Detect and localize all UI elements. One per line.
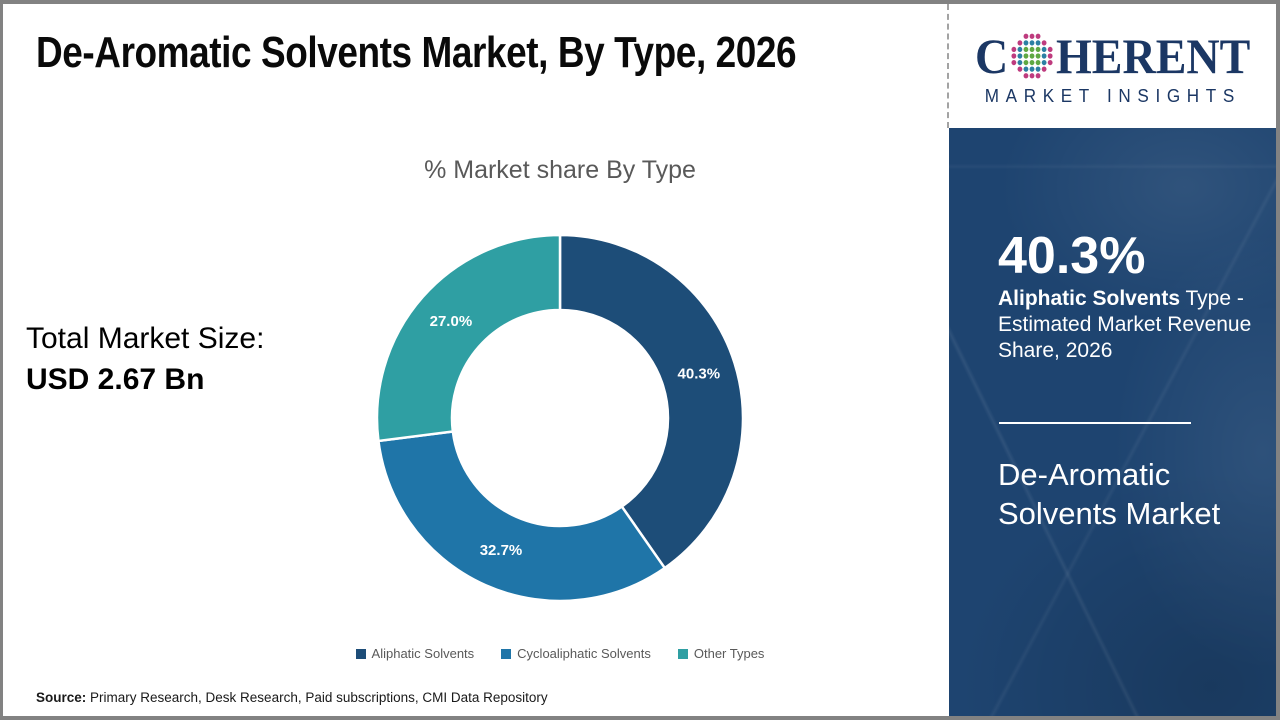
globe-dot bbox=[1035, 53, 1041, 59]
globe-dot bbox=[1029, 66, 1035, 72]
source-text: Primary Research, Desk Research, Paid su… bbox=[86, 690, 548, 705]
globe-dot bbox=[1011, 59, 1017, 66]
stat-label-rest: Type - Estimated Market Revenue Share, 2… bbox=[998, 287, 1252, 362]
globe-dot bbox=[1035, 40, 1041, 46]
legend-swatch-0 bbox=[355, 648, 366, 659]
logo-tagline: MARKET INSIGHTS bbox=[984, 86, 1241, 106]
globe-dot bbox=[1017, 59, 1023, 66]
globe-dot bbox=[1017, 40, 1023, 46]
page-title: De-Aromatic Solvents Market, By Type, 20… bbox=[36, 28, 797, 77]
legend-label-0: Aliphatic Solvents bbox=[371, 646, 475, 661]
globe-dot bbox=[1029, 33, 1035, 39]
donut-slice-0 bbox=[558, 233, 745, 570]
globe-dot bbox=[1017, 66, 1023, 72]
globe-dot bbox=[1023, 73, 1029, 79]
total-market-size-value: USD 2.67 Bn bbox=[26, 363, 205, 396]
legend-swatch-2 bbox=[677, 648, 688, 659]
market-name: De-Aromatic Solvents Market bbox=[998, 455, 1220, 533]
total-market-size: Total Market Size: USD 2.67 Bn bbox=[26, 318, 264, 400]
legend-item-2: Other Types bbox=[677, 646, 765, 661]
globe-dot bbox=[1041, 40, 1047, 46]
globe-icon bbox=[1011, 33, 1053, 79]
sidebar: 40.3% Aliphatic Solvents Type - Estimate… bbox=[949, 128, 1276, 716]
donut-label-1: 32.7% bbox=[480, 542, 523, 559]
donut-slice-2 bbox=[375, 233, 562, 443]
globe-dot bbox=[1047, 53, 1053, 59]
globe-dot bbox=[1041, 46, 1047, 53]
donut-label-0: 40.3% bbox=[678, 365, 721, 382]
globe-dot bbox=[1029, 73, 1035, 79]
globe-dot bbox=[1041, 66, 1047, 72]
logo-text-c: C bbox=[974, 28, 1009, 84]
globe-dot bbox=[1029, 46, 1035, 53]
globe-dot bbox=[1041, 53, 1047, 59]
donut-slice-1 bbox=[377, 430, 667, 603]
globe-dot bbox=[1023, 46, 1029, 53]
chart-title: % Market share By Type bbox=[424, 156, 696, 184]
globe-dot bbox=[1047, 59, 1053, 66]
globe-dot bbox=[1029, 59, 1035, 66]
stat-label-bold: Aliphatic Solvents bbox=[998, 287, 1181, 310]
globe-dot bbox=[1017, 53, 1023, 59]
globe-dot bbox=[1023, 53, 1029, 59]
donut-label-2: 27.0% bbox=[430, 313, 473, 330]
globe-dot bbox=[1023, 59, 1029, 66]
logo-wordmark: C HERENT bbox=[975, 31, 1250, 81]
chart-legend: Aliphatic Solvents Cycloaliphatic Solvent… bbox=[172, 646, 948, 661]
market-name-line1: De-Aromatic bbox=[998, 457, 1171, 492]
market-name-line2: Solvents Market bbox=[998, 496, 1221, 531]
sidebar-divider bbox=[999, 422, 1191, 424]
globe-dot bbox=[1035, 73, 1041, 79]
globe-dot bbox=[1029, 53, 1035, 59]
logo-text-herent: HERENT bbox=[1055, 28, 1251, 84]
source-label: Source: bbox=[36, 690, 87, 705]
globe-dot bbox=[1035, 46, 1041, 53]
globe-dot bbox=[1047, 46, 1053, 53]
globe-dot bbox=[1029, 40, 1035, 46]
globe-dot bbox=[1035, 59, 1041, 66]
stat-description: Aliphatic Solvents Type - Estimated Mark… bbox=[998, 286, 1260, 364]
globe-dot bbox=[1011, 46, 1017, 53]
donut-chart: 40.3% 32.7% 27.0% bbox=[375, 233, 745, 603]
globe-dot bbox=[1017, 46, 1023, 53]
source-note: Source: Primary Research, Desk Research,… bbox=[36, 690, 548, 705]
dashed-divider bbox=[947, 4, 949, 128]
globe-dot bbox=[1035, 33, 1041, 39]
total-market-size-label: Total Market Size: bbox=[26, 322, 265, 355]
globe-dot bbox=[1023, 33, 1029, 39]
globe-dot bbox=[1035, 66, 1041, 72]
legend-item-0: Aliphatic Solvents bbox=[355, 646, 475, 661]
globe-dot bbox=[1023, 66, 1029, 72]
legend-label-1: Cycloaliphatic Solvents bbox=[517, 646, 651, 661]
legend-swatch-1 bbox=[501, 648, 512, 659]
globe-dot bbox=[1023, 40, 1029, 46]
stat-value: 40.3% bbox=[998, 227, 1146, 285]
legend-item-1: Cycloaliphatic Solvents bbox=[501, 646, 651, 661]
globe-dot bbox=[1011, 53, 1017, 59]
logo: C HERENT MARKET INSIGHTS bbox=[949, 4, 1276, 128]
legend-label-2: Other Types bbox=[693, 646, 765, 661]
globe-dot bbox=[1041, 59, 1047, 66]
